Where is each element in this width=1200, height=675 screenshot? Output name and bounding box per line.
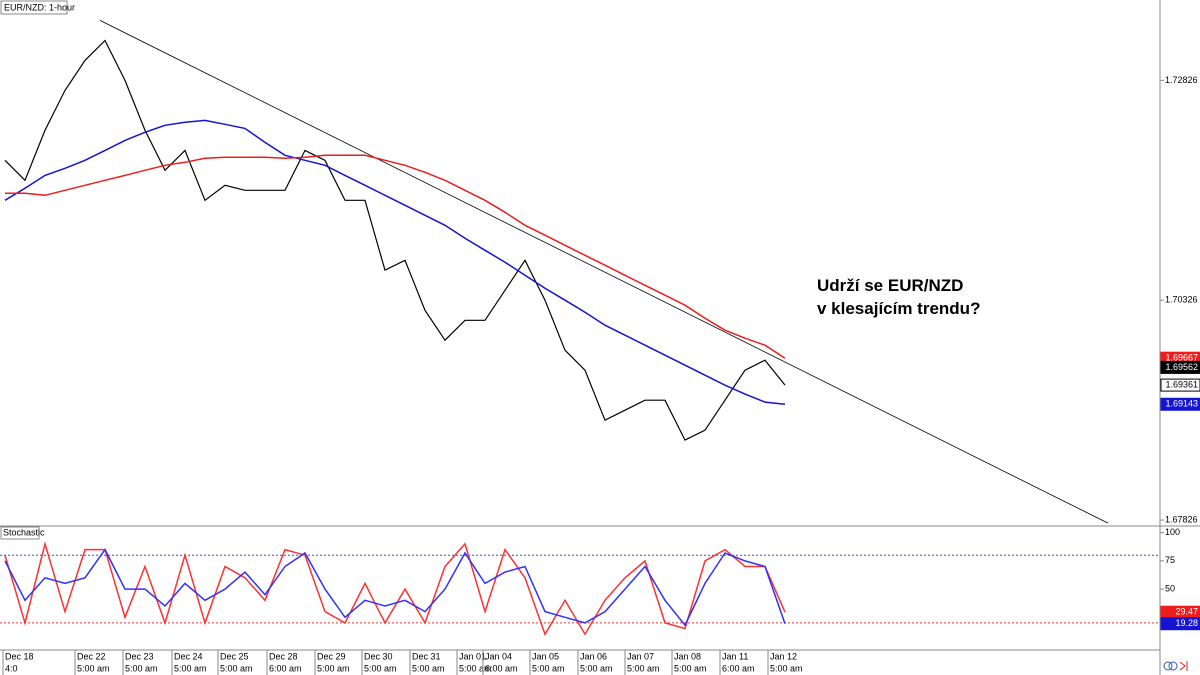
link-icon[interactable] <box>1168 661 1178 671</box>
x-tick-label: Jan 04 <box>485 651 512 661</box>
x-tick-label: Jan 06 <box>580 651 607 661</box>
indicator-title: Stochastic <box>3 527 45 537</box>
series-line <box>5 154 786 359</box>
series-line <box>4 548 786 627</box>
price-marker-label: 1.69143 <box>1165 399 1198 409</box>
x-tick-time: 6:00 am <box>485 663 518 673</box>
x-tick-label: Dec 29 <box>317 651 346 661</box>
x-tick-label: Dec 25 <box>220 651 249 661</box>
price-marker-label: 19.28 <box>1175 618 1198 628</box>
indicator-title-box <box>0 526 40 540</box>
price-marker-label: 29.47 <box>1175 607 1198 617</box>
x-tick-label: Jan 12 <box>770 651 797 661</box>
x-tick-label: Dec 28 <box>269 651 298 661</box>
x-tick-label: Jan 11 <box>722 651 748 661</box>
x-tick-time: 5:00 am <box>125 663 158 673</box>
price-marker <box>1160 617 1200 631</box>
price-marker-label: 1.69667 <box>1165 353 1198 363</box>
y-tick-label: 1.72826 <box>1165 75 1198 85</box>
toolbar-icons[interactable] <box>1163 661 1188 671</box>
price-marker <box>1160 397 1200 411</box>
x-tick-time: 5:00 am <box>77 663 110 673</box>
x-tick-label: Dec 30 <box>364 651 393 661</box>
price-marker <box>1160 378 1200 392</box>
x-tick-time: 5:00 am <box>174 663 207 673</box>
annotation: v klesajícím trendu? <box>817 299 980 318</box>
x-tick-label: Jan 07 <box>627 651 654 661</box>
x-tick-time: 6:00 am <box>722 663 755 673</box>
x-tick-time: 5:00 am <box>364 663 397 673</box>
x-tick-label: Dec 22 <box>77 651 106 661</box>
x-tick-label: Dec 23 <box>125 651 154 661</box>
x-tick-time: 5:00 am <box>459 663 492 673</box>
x-tick-label: Jan 01 <box>459 651 486 661</box>
series-line <box>4 119 786 406</box>
x-tick-label: Dec 24 <box>174 651 203 661</box>
price-marker-label: 1.69361 <box>1165 379 1198 389</box>
x-tick-label: Dec 31 <box>412 651 441 661</box>
x-tick-label: Jan 08 <box>674 651 701 661</box>
x-tick-label: Jan 05 <box>532 651 559 661</box>
y-tick-label: 1.70326 <box>1165 295 1198 305</box>
y-tick-label: 75 <box>1165 555 1175 565</box>
series-line <box>4 39 786 441</box>
x-tick-time: 5:00 am <box>317 663 350 673</box>
link-icon[interactable] <box>1163 661 1173 671</box>
x-tick-time: 4:0 <box>5 663 18 673</box>
x-tick-time: 5:00 am <box>220 663 253 673</box>
x-tick-time: 5:00 am <box>532 663 565 673</box>
y-tick-label: 1.67826 <box>1165 514 1198 524</box>
scroll-icon[interactable] <box>1179 661 1188 671</box>
price-marker <box>1160 360 1200 374</box>
chart-title: EUR/NZD: 1-hour <box>4 2 75 12</box>
x-tick-label: Dec 18 <box>5 651 34 661</box>
x-tick-time: 5:00 am <box>412 663 445 673</box>
trendline <box>99 20 1109 524</box>
x-tick-time: 5:00 am <box>627 663 660 673</box>
series-line <box>4 541 786 636</box>
y-tick-label: 50 <box>1165 583 1175 593</box>
y-tick-label: 100 <box>1165 527 1180 537</box>
title-box <box>0 0 68 15</box>
x-tick-time: 5:00 am <box>674 663 707 673</box>
annotation: Udrží se EUR/NZD <box>817 276 963 295</box>
x-tick-time: 6:00 am <box>269 663 302 673</box>
x-tick-time: 5:00 am <box>770 663 803 673</box>
price-marker-label: 1.69562 <box>1165 362 1198 372</box>
x-tick-time: 5:00 am <box>580 663 613 673</box>
